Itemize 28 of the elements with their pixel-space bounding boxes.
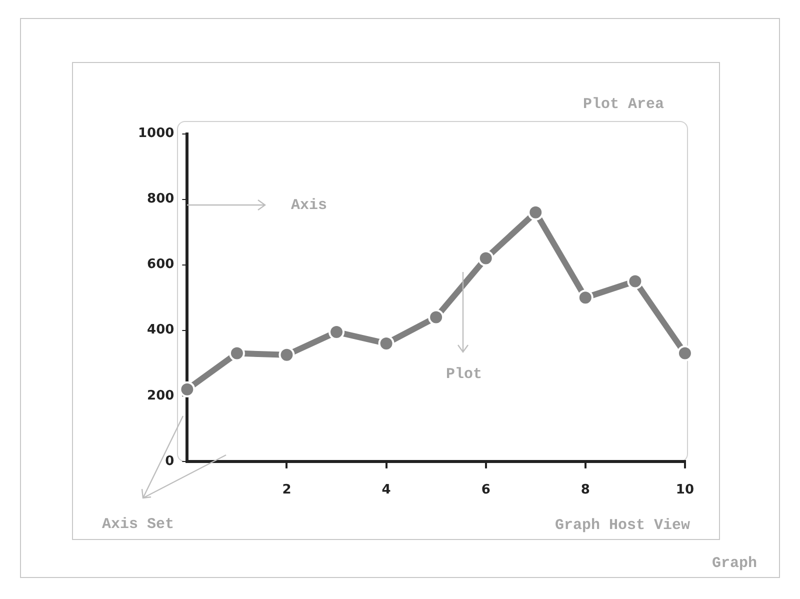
y-tick-label: 400	[147, 322, 174, 338]
x-tick-label: 2	[282, 482, 292, 498]
point	[428, 309, 444, 326]
text: Plot Area	[583, 96, 664, 113]
point	[528, 204, 544, 220]
point	[278, 346, 295, 363]
y-tick-label: 200	[147, 388, 174, 404]
y-tick-label: 0	[165, 454, 174, 469]
point	[328, 324, 345, 340]
x-tick-label: 10	[676, 482, 694, 498]
text: Graph Host View	[555, 517, 690, 534]
x-tick-label: 6	[481, 482, 490, 498]
point	[228, 345, 245, 362]
text: Graph	[712, 555, 758, 572]
text: Axis Set	[102, 516, 174, 533]
annotation: Plot	[446, 366, 482, 383]
point	[627, 273, 644, 290]
annotation: Axis	[291, 197, 328, 214]
point	[478, 250, 494, 266]
x-tick-label: 8	[580, 482, 590, 498]
point	[676, 345, 693, 362]
point	[378, 335, 394, 352]
x-tick-label: 4	[382, 482, 391, 498]
point	[179, 381, 196, 398]
y-tick-label: 1000	[138, 126, 174, 142]
point	[577, 290, 594, 306]
y-tick-label: 600	[147, 257, 174, 272]
y-tick-label: 800	[147, 192, 174, 207]
